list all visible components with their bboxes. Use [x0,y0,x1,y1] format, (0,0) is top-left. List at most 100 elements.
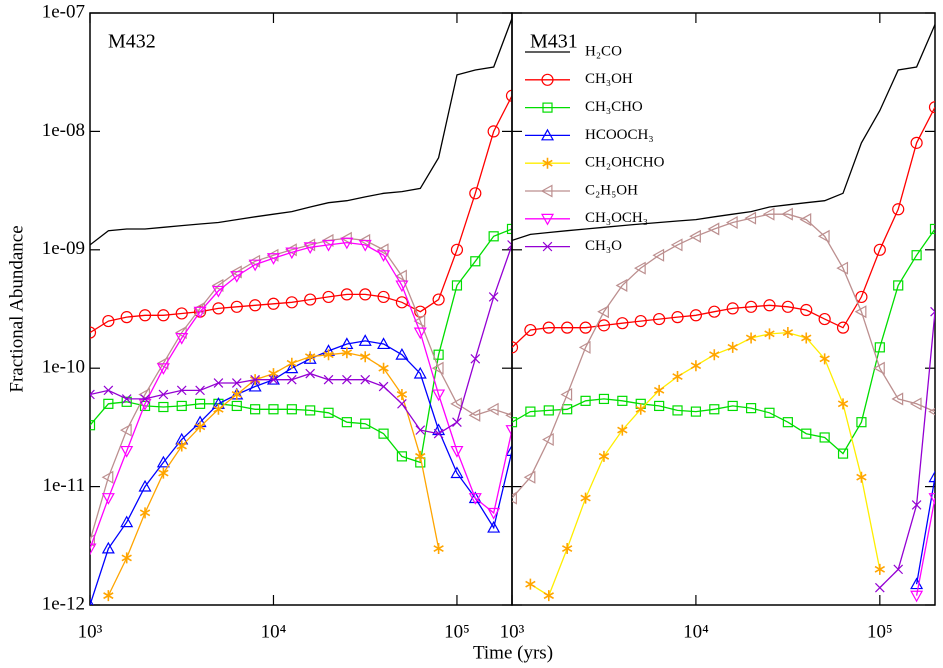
marker [836,261,849,275]
series-line [107,352,440,596]
marker [470,256,481,267]
legend-marker [541,73,554,86]
marker [397,399,407,409]
marker [799,213,812,227]
marker [579,321,592,334]
marker [360,351,371,363]
marker [819,432,830,443]
marker [488,292,499,302]
marker [376,243,389,257]
marker [304,293,317,306]
y-axis-label: Fractional Abundance [6,225,27,392]
marker [285,296,298,309]
marker [341,417,352,428]
marker [158,467,169,479]
x-tick-label: 10³ [78,621,103,642]
plot-frame [89,12,513,606]
marker [286,357,298,369]
marker [505,89,512,102]
y-tick-label: 1e-08 [42,120,85,141]
marker [396,388,408,400]
marker [507,240,512,250]
marker [176,400,187,412]
marker [488,231,499,242]
marker [377,290,390,304]
marker [90,543,97,556]
marker [414,305,427,318]
marker [543,590,554,602]
marker [893,280,904,291]
marker [762,207,775,221]
marker [671,311,684,324]
marker [873,361,885,375]
series-line [90,241,512,549]
marker [487,507,501,520]
marker [230,271,244,283]
marker [727,341,738,353]
marker [322,239,336,252]
marker [119,423,132,437]
legend-label: C₂H₅OH [585,182,638,198]
marker [634,261,646,275]
marker [874,342,885,353]
y-tick-label: 1e-09 [42,238,85,259]
marker [103,398,114,409]
marker [359,288,372,301]
marker [431,361,444,375]
marker [175,307,188,320]
marker [140,394,150,404]
series-line [90,228,512,464]
marker [213,378,224,388]
marker [505,425,512,437]
marker [468,408,481,422]
series-line [512,24,935,242]
marker [101,470,114,484]
x-axis-label: Time (yrs) [473,642,553,663]
marker [487,520,501,533]
marker [928,470,935,483]
marker [395,296,409,309]
marker [158,389,169,400]
marker [395,280,409,293]
marker [121,552,132,564]
marker [764,407,775,418]
marker [634,314,647,328]
y-tick-label: 1e-11 [42,475,85,496]
marker [285,361,299,374]
marker [561,321,574,334]
series-line [90,244,512,435]
marker [837,448,849,459]
marker [415,450,426,462]
marker [250,404,261,415]
marker [287,374,297,385]
marker [653,312,666,326]
marker [874,563,886,575]
marker [928,493,935,505]
marker [672,371,683,383]
marker [103,385,114,396]
marker [193,306,207,319]
marker [250,374,260,385]
legend-label: HCOOCH₃ [585,127,654,143]
marker [377,250,391,262]
marker [340,237,354,250]
marker [248,379,262,392]
marker [305,368,315,379]
marker [323,374,334,385]
marker [212,302,225,315]
marker [910,590,924,603]
marker [211,278,224,292]
series-line [90,95,512,334]
marker [195,385,205,396]
x-tick-label: 10⁵ [867,621,893,642]
marker [231,378,242,388]
marker [930,306,935,317]
marker [801,428,812,439]
legend-marker [540,213,555,226]
y-tick-label: 1e-12 [42,593,85,614]
marker [617,424,628,436]
marker [524,323,537,337]
marker [744,300,758,313]
marker [725,215,738,230]
marker [120,445,134,458]
